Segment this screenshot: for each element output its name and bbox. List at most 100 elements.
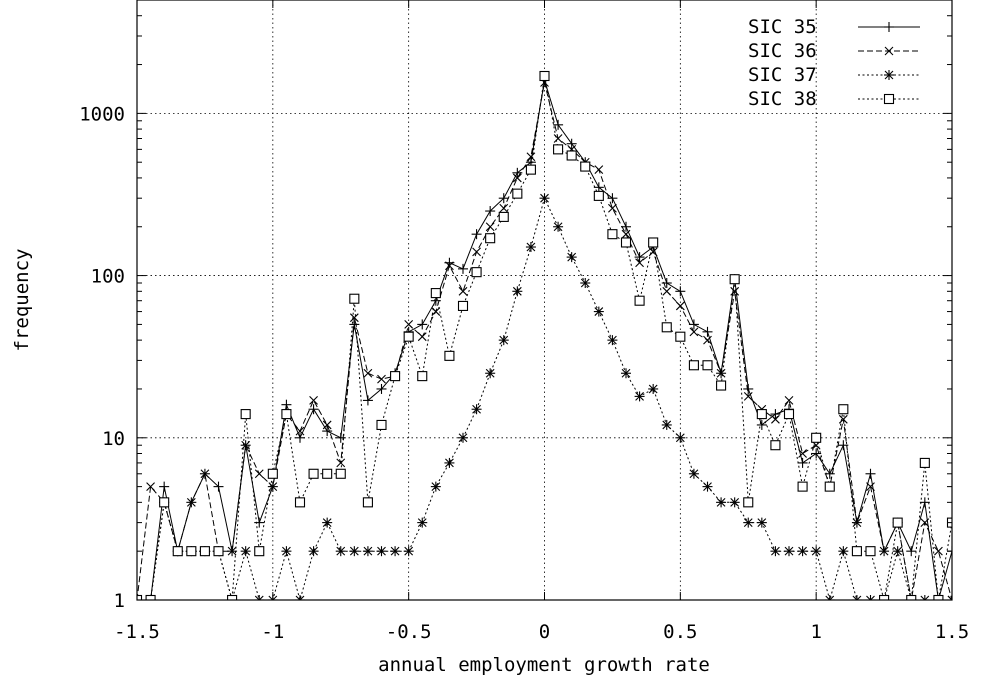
data-point (458, 286, 468, 296)
data-point (159, 497, 170, 508)
data-point (240, 546, 251, 557)
data-point (322, 420, 332, 430)
data-point (281, 399, 292, 410)
data-point (281, 546, 292, 557)
data-point (919, 457, 930, 468)
data-point (784, 396, 794, 405)
data-point (675, 286, 686, 297)
data-point (471, 404, 482, 415)
data-point (498, 211, 509, 222)
data-point (838, 414, 848, 424)
data-point (865, 468, 876, 479)
y-tick-label: 1000 (79, 103, 125, 125)
data-point (498, 335, 509, 346)
data-point (349, 546, 360, 557)
data-point (485, 206, 496, 217)
data-point (458, 263, 468, 274)
data-point (417, 332, 427, 342)
data-point (593, 190, 604, 201)
data-point (430, 288, 441, 299)
data-point (485, 233, 496, 244)
data-point (213, 546, 224, 557)
data-point (634, 391, 645, 402)
data-point (485, 222, 495, 232)
data-point (336, 458, 346, 468)
data-point (906, 594, 917, 600)
legend-marker (883, 93, 895, 105)
data-point (702, 326, 713, 337)
data-point (308, 546, 319, 557)
data-point (240, 409, 251, 420)
data-point (137, 594, 143, 600)
data-point (457, 300, 469, 311)
data-point (186, 497, 196, 507)
data-point (608, 203, 617, 213)
data-point (335, 468, 346, 479)
data-point (865, 546, 876, 557)
data-point (512, 173, 522, 183)
data-point (335, 546, 346, 557)
data-point (621, 368, 631, 379)
data-point (200, 469, 210, 479)
data-point (268, 482, 278, 492)
data-point (661, 278, 672, 289)
series-line (137, 196, 952, 600)
data-point (824, 481, 835, 492)
data-point (716, 380, 727, 391)
data-point (295, 432, 305, 443)
data-point (703, 335, 712, 345)
data-point (743, 383, 754, 394)
data-point (783, 409, 795, 420)
data-point (390, 371, 401, 382)
series-layer (137, 70, 952, 600)
data-point (322, 426, 333, 437)
data-point (770, 440, 781, 451)
data-point (838, 404, 849, 415)
data-point (919, 595, 930, 600)
data-point (661, 322, 672, 333)
data-point (349, 313, 359, 323)
data-point (865, 595, 876, 600)
data-point (362, 546, 373, 557)
legend-item: SIC 36 (748, 40, 920, 62)
data-point (472, 247, 481, 257)
data-point (362, 395, 373, 406)
data-point (199, 546, 210, 557)
data-point (675, 331, 686, 342)
legend-label: SIC 37 (748, 64, 817, 86)
data-point (770, 409, 781, 420)
data-point (661, 419, 672, 430)
data-point (593, 182, 604, 193)
data-point (797, 481, 808, 492)
legend-item: SIC 37 (748, 64, 920, 86)
data-point (417, 319, 428, 330)
data-point (689, 327, 699, 337)
x-tick-label: 1.5 (935, 621, 969, 643)
x-tick-label: -0.5 (386, 621, 432, 643)
data-point (716, 368, 726, 378)
data-point (729, 274, 740, 285)
data-point (539, 193, 550, 204)
data-point (620, 237, 632, 248)
data-point (580, 161, 591, 172)
data-point (512, 286, 523, 297)
data-point (621, 221, 631, 232)
x-tick-label: -1.5 (114, 621, 160, 643)
data-point (186, 546, 197, 557)
data-point (213, 481, 224, 492)
data-point (295, 595, 305, 600)
grid (137, 0, 952, 600)
data-point (593, 306, 604, 317)
data-point (254, 595, 265, 600)
data-point (471, 229, 482, 240)
data-point (403, 331, 414, 342)
data-point (430, 481, 441, 492)
data-point (308, 468, 319, 479)
legend-marker (884, 70, 894, 80)
data-point (553, 144, 564, 155)
data-point (525, 242, 536, 253)
data-point (934, 546, 943, 556)
data-point (390, 546, 401, 557)
legend-label: SIC 35 (748, 16, 817, 38)
data-point (756, 409, 767, 420)
